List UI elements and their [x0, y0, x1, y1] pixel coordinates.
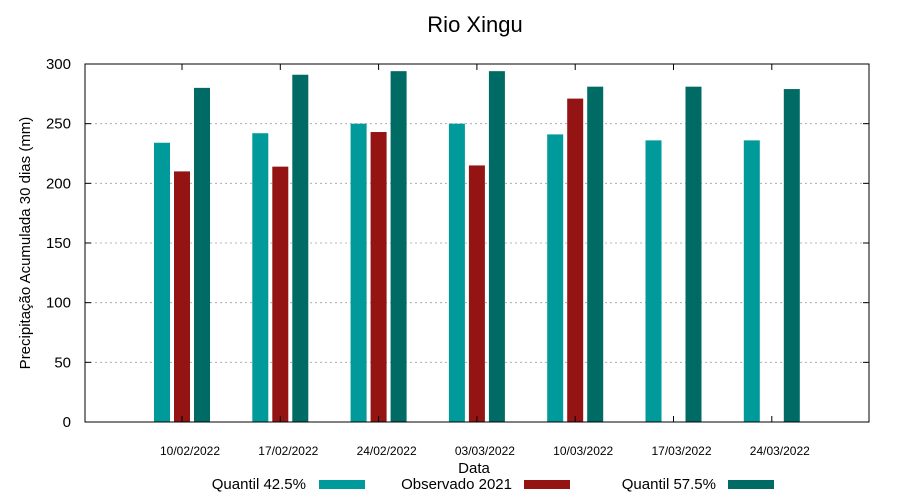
bar-series-1-cat-4: [567, 98, 584, 423]
x-tick-label: 10/02/2022: [160, 444, 220, 458]
legend-swatch-1: [524, 480, 570, 489]
y-tick-label: 300: [46, 56, 71, 73]
legend-label-1: Observado 2021: [401, 476, 512, 493]
bar-series-0-cat-3: [448, 123, 465, 423]
bar-series-2-cat-5: [685, 86, 702, 422]
legend: Quantil 42.5% Observado 2021 Quantil 57.5%: [212, 476, 774, 493]
x-tick-label: 24/02/2022: [357, 444, 417, 458]
legend-label-2: Quantil 57.5%: [622, 476, 716, 493]
bar-series-2-cat-2: [390, 71, 407, 422]
x-tick-label: 17/03/2022: [651, 444, 711, 458]
legend-swatch-2: [728, 480, 774, 489]
y-tick-label: 50: [54, 354, 71, 371]
bar-series-0-cat-1: [252, 133, 269, 423]
y-tick-label: 100: [46, 295, 71, 312]
bar-series-0-cat-4: [547, 134, 564, 422]
y-tick-label: 200: [46, 175, 71, 192]
x-ticks: 10/02/2022 17/02/2022 24/02/2022 03/03/2022…: [160, 64, 810, 458]
bar-series-0-cat-2: [350, 123, 367, 423]
bar-series-0-cat-0: [154, 142, 170, 422]
bar-series-2-cat-1: [292, 74, 309, 423]
y-tick-label: 250: [46, 116, 71, 133]
x-axis-label: Data: [458, 460, 490, 477]
bar-series-1-cat-0: [174, 171, 190, 422]
chart-title: Rio Xingu: [427, 12, 522, 37]
bar-series-1-cat-3: [468, 165, 485, 422]
y-tick-label: 150: [46, 235, 71, 252]
bar-series-2-cat-3: [488, 71, 505, 422]
x-tick-label: 03/03/2022: [455, 444, 515, 458]
bar-series-2-cat-6: [783, 89, 800, 422]
x-tick-label: 24/03/2022: [750, 444, 810, 458]
bar-series-0-cat-5: [645, 140, 662, 422]
x-tick-label: 10/03/2022: [553, 444, 613, 458]
bar-series-2-cat-4: [587, 86, 604, 422]
legend-label-0: Quantil 42.5%: [212, 476, 306, 493]
bar-series-1-cat-1: [272, 166, 289, 422]
legend-swatch-0: [319, 480, 365, 489]
bar-series-2-cat-0: [194, 87, 210, 422]
bar-series-1-cat-2: [370, 132, 387, 422]
y-ticks: 0 50 100 150 200 250 300: [46, 56, 869, 431]
y-axis-label: Precipitação Acumulada 30 dias (mm): [17, 117, 34, 370]
bar-series-0-cat-6: [743, 140, 760, 422]
x-tick-label: 17/02/2022: [258, 444, 318, 458]
y-tick-label: 0: [63, 414, 71, 431]
bars-layer: [154, 71, 800, 423]
